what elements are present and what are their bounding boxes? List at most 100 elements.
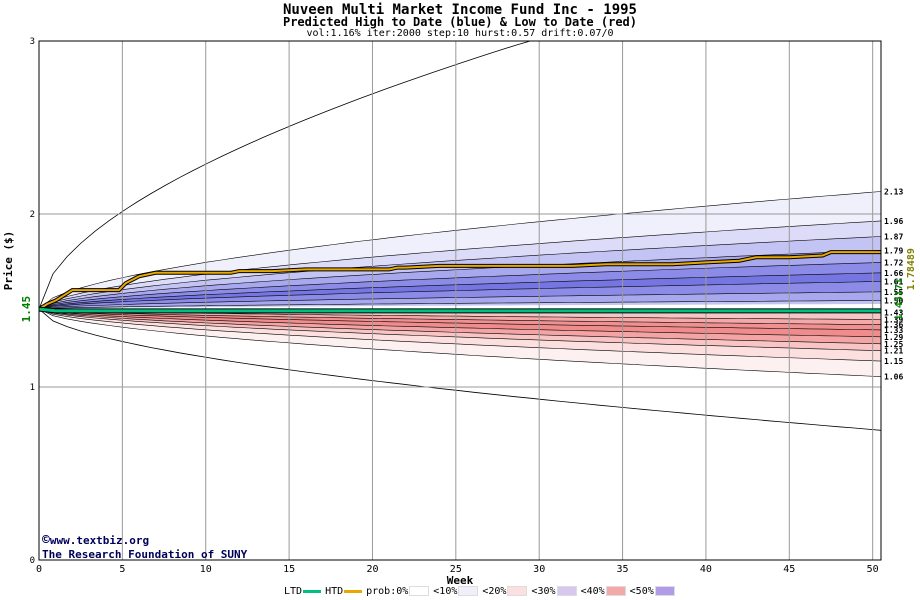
ltd-line xyxy=(39,307,881,313)
x-tick-label-5: 25 xyxy=(450,564,462,575)
low-band-7 xyxy=(39,309,881,362)
band-boundary-2 xyxy=(39,236,881,310)
high-band-9 xyxy=(39,300,881,310)
band-boundary-7 xyxy=(39,291,881,310)
end-label-6: 1.61 xyxy=(884,277,903,286)
end-label-4: 1.72 xyxy=(884,258,903,267)
end-label-5: 1.66 xyxy=(884,269,903,278)
right-label-0: 1.45171 xyxy=(894,278,905,320)
legend-swatch xyxy=(344,589,363,593)
low-band-9 xyxy=(39,309,881,431)
legend-swatch xyxy=(409,586,430,596)
y-tick-label-0: 0 xyxy=(30,556,35,566)
end-label-1: 1.96 xyxy=(884,217,903,226)
x-tick-label-2: 10 xyxy=(200,564,212,575)
end-label-15: 1.21 xyxy=(884,347,903,356)
y-tick-label-3: 3 xyxy=(30,37,35,47)
legend-label: prob:0% xyxy=(366,586,409,597)
x-tick-label-7: 35 xyxy=(617,564,629,575)
legend-item-5: <30% xyxy=(531,586,578,597)
band-boundary-17 xyxy=(39,308,881,377)
high-band-3 xyxy=(39,236,881,310)
legend-item-1: HTD xyxy=(325,586,364,597)
probability-bands xyxy=(39,41,881,431)
high-band-6 xyxy=(39,272,881,310)
high-band-0 xyxy=(39,41,881,310)
tick-labels: 0 5 10 15 20 25 30 35 40 45 50 0 1 2 3 Week Price ($) 1.4… xyxy=(2,37,917,587)
legend: LTD HTD prob:0% <10% <20% <30% <40% <50% xyxy=(284,586,677,597)
end-label-12: 1.33 xyxy=(884,326,903,335)
band-boundary-16 xyxy=(39,308,881,362)
x-tick-label-6: 30 xyxy=(533,564,545,575)
low-band-5 xyxy=(39,309,881,344)
band-boundary-5 xyxy=(39,272,881,310)
band-boundary-8 xyxy=(39,300,881,310)
x-tick-label-4: 20 xyxy=(366,564,378,575)
plot-frame xyxy=(38,40,882,561)
low-band-3 xyxy=(39,309,881,330)
band-boundary-0 xyxy=(39,191,881,310)
end-label-9: 1.43 xyxy=(884,309,903,318)
copyright-icon: © xyxy=(42,533,50,548)
htd-line xyxy=(39,251,881,310)
band-boundary-3 xyxy=(39,250,881,310)
legend-item-7: <50% xyxy=(630,586,677,597)
low-band-8 xyxy=(39,309,881,377)
low-band-6 xyxy=(39,309,881,351)
outer-high-boundary xyxy=(39,41,881,310)
legend-swatch xyxy=(556,586,577,596)
low-band-4 xyxy=(39,309,881,337)
watermark-org: The Research Foundation of SUNY xyxy=(42,548,248,561)
y-tick-label-2: 2 xyxy=(30,210,35,220)
high-band-2 xyxy=(39,220,881,310)
legend-swatch xyxy=(303,589,322,593)
end-label-8: 1.50 xyxy=(884,297,903,306)
end-label-10: 1.39 xyxy=(884,316,903,325)
x-tick-label-1: 5 xyxy=(119,564,125,575)
legend-label: <40% xyxy=(580,586,605,597)
chart-title: Nuveen Multi Market Income Fund Inc - 19… xyxy=(282,2,637,18)
band-boundary-12 xyxy=(39,308,881,331)
band-boundary-13 xyxy=(39,308,881,338)
axes xyxy=(38,40,882,561)
high-band-5 xyxy=(39,262,881,310)
y-tick-label-1: 1 xyxy=(30,383,35,393)
y-axis-label: Price ($) xyxy=(2,231,15,291)
end-label-16: 1.15 xyxy=(884,357,903,366)
end-label-3: 1.79 xyxy=(884,246,903,255)
x-tick-label-0: 0 xyxy=(36,564,42,575)
band-boundary-14 xyxy=(39,308,881,345)
legend-swatch xyxy=(654,586,675,596)
band-boundary-11 xyxy=(39,308,881,326)
legend-label: <10% xyxy=(433,586,458,597)
end-label-14: 1.25 xyxy=(884,340,903,349)
end-label-0: 2.13 xyxy=(884,188,903,197)
legend-item-0: LTD xyxy=(284,586,323,597)
band-boundary-6 xyxy=(39,281,881,310)
chart-subtitle: Predicted High to Date (blue) & Low to D… xyxy=(282,15,637,29)
watermark-url[interactable]: www.textbiz.org xyxy=(49,534,150,547)
watermark: ©www.textbiz.org The Research Foundation… xyxy=(42,534,247,562)
x-tick-label-8: 40 xyxy=(700,564,712,575)
high-band-1 xyxy=(39,191,881,310)
low-band-2 xyxy=(39,309,881,325)
end-label-7: 1.55 xyxy=(884,288,903,297)
legend-label: <30% xyxy=(531,586,556,597)
chart-parameters: vol:1.16% iter:2000 step:10 hurst:0.57 d… xyxy=(306,28,614,39)
high-band-7 xyxy=(39,281,881,310)
legend-label: LTD xyxy=(284,586,303,597)
x-tick-label-10: 50 xyxy=(867,564,879,575)
legend-swatch xyxy=(458,586,479,596)
legend-item-6: <40% xyxy=(581,586,628,597)
legend-label: <50% xyxy=(629,586,654,597)
legend-swatch xyxy=(605,586,626,596)
x-tick-label-3: 15 xyxy=(283,564,295,575)
legend-label: <20% xyxy=(482,586,507,597)
end-label-13: 1.29 xyxy=(884,333,903,342)
high-band-8 xyxy=(39,291,881,310)
band-boundary-4 xyxy=(39,262,881,310)
outer-low-boundary xyxy=(39,308,881,431)
start-price-label: 1.45 xyxy=(20,296,33,323)
band-boundary-15 xyxy=(39,308,881,351)
